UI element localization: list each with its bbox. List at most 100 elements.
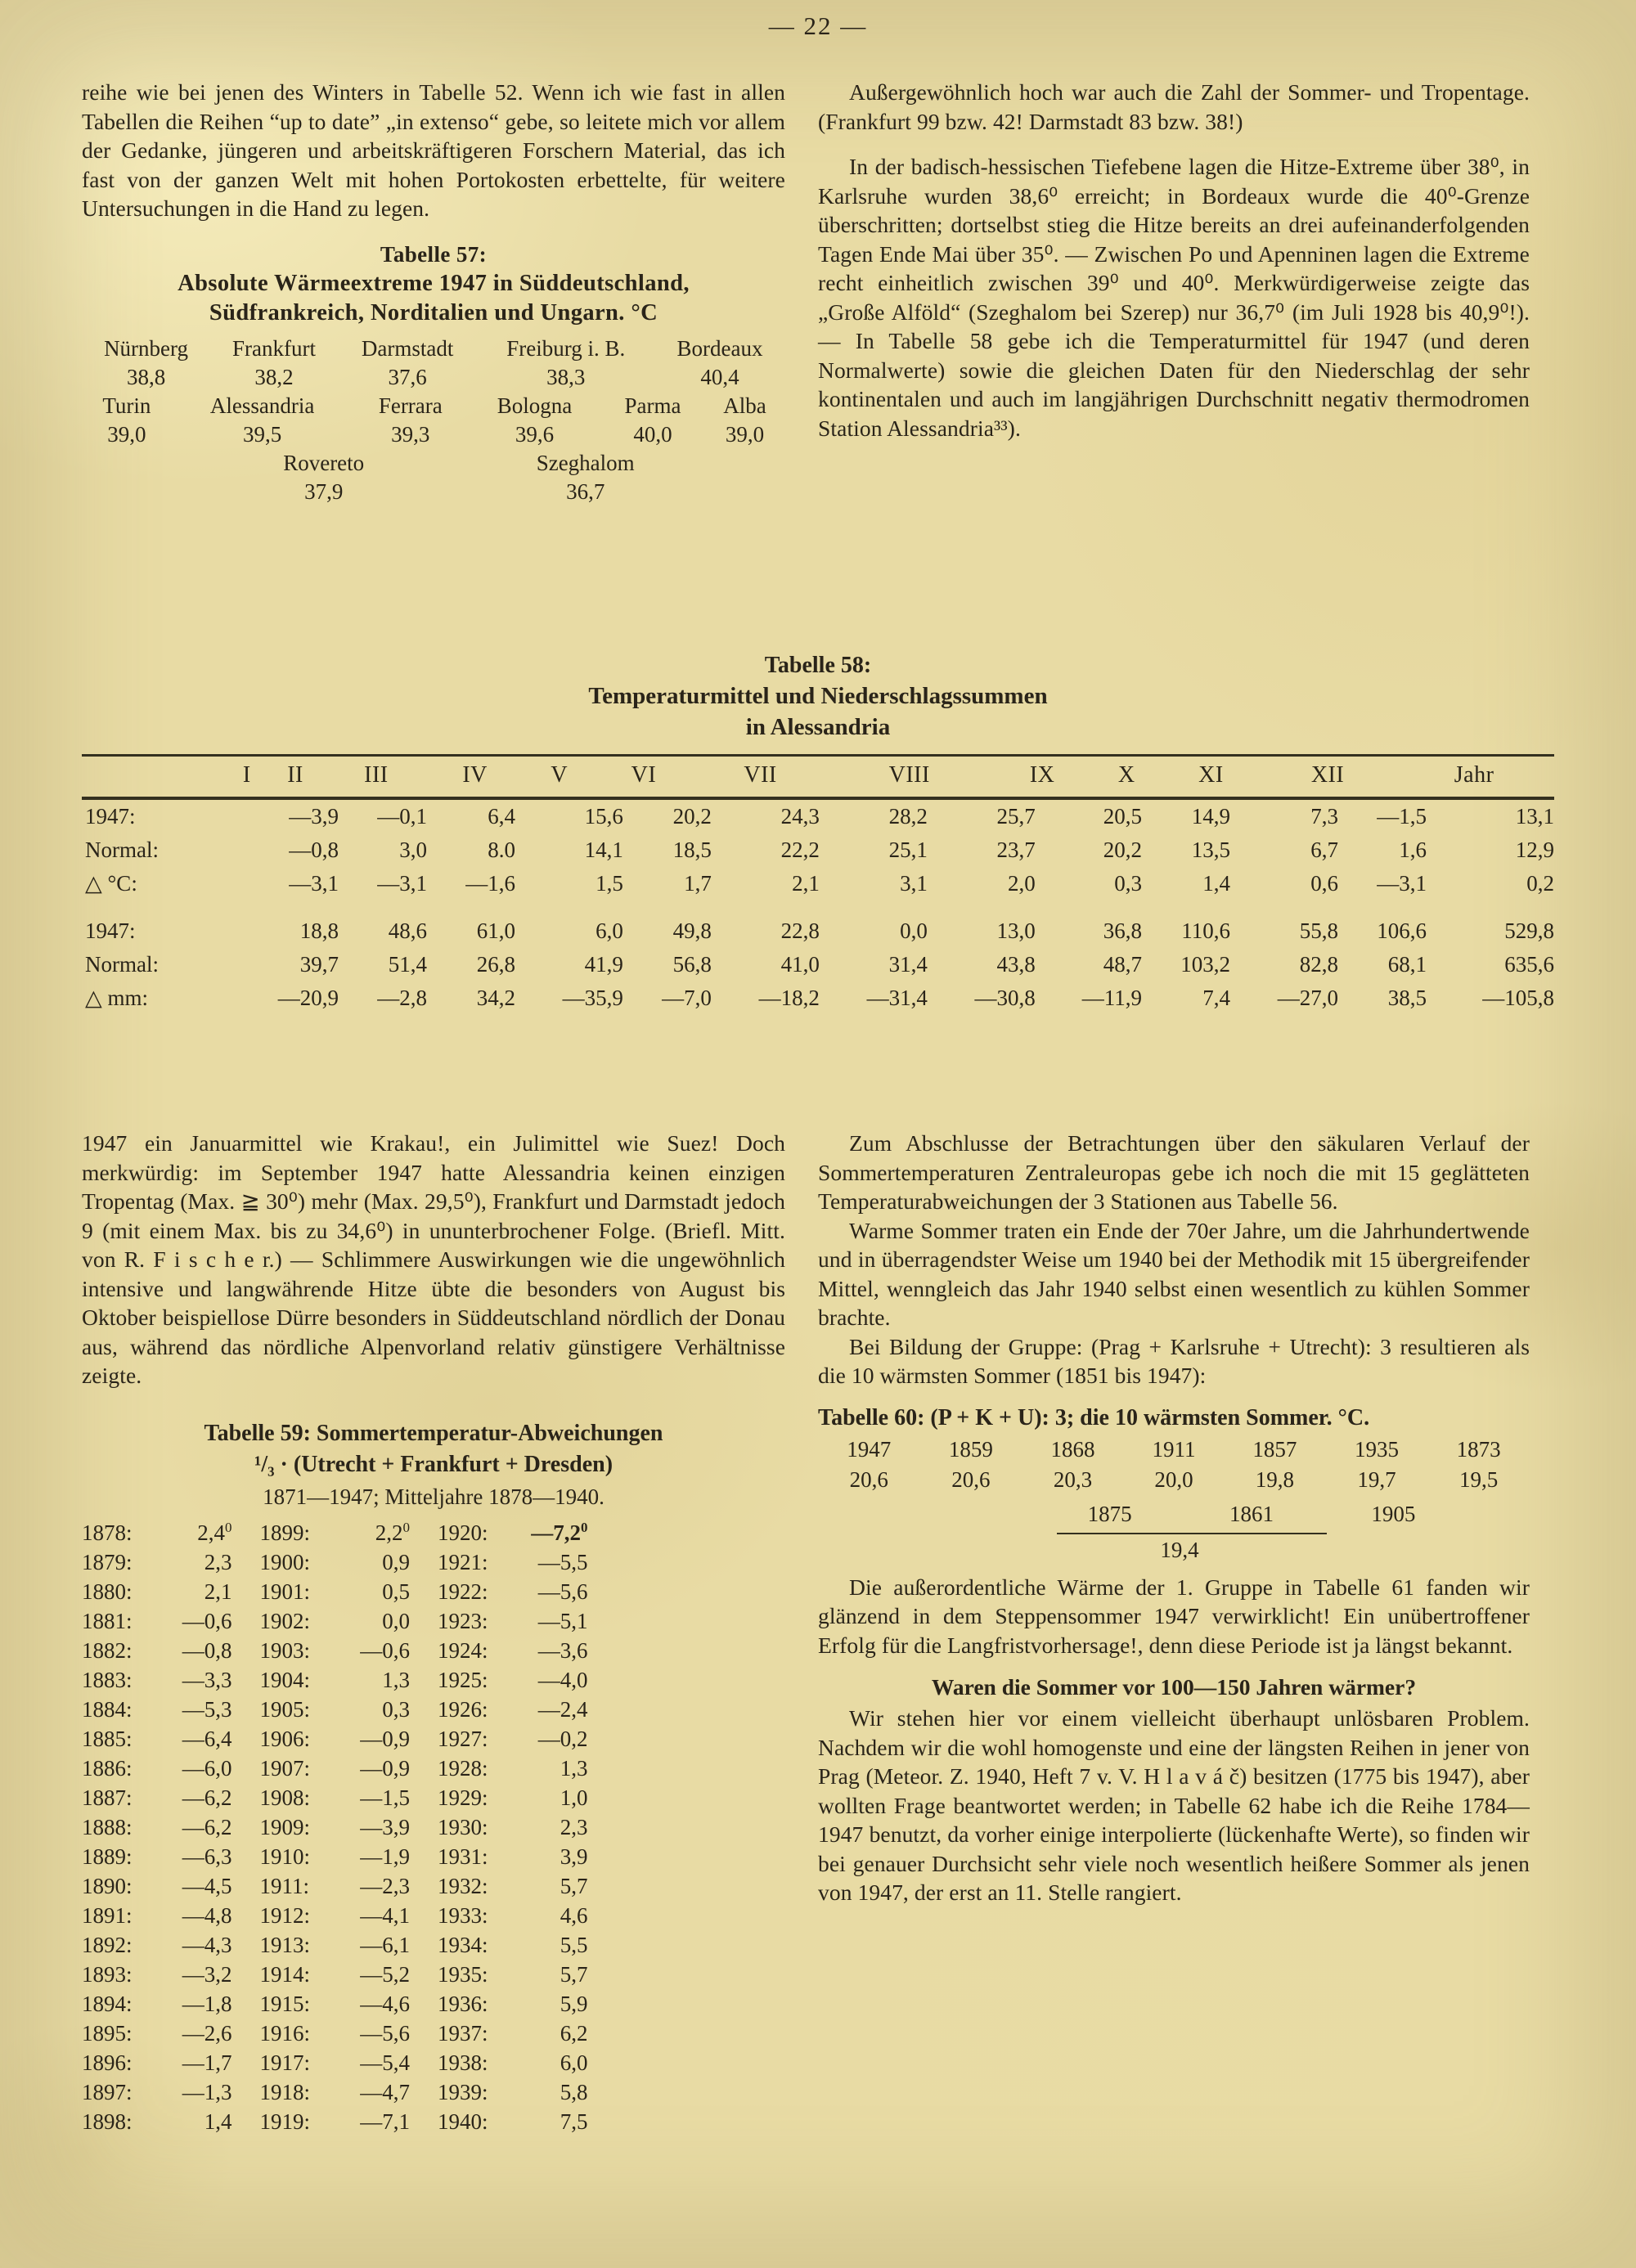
table59-row: 1879: 2,3 bbox=[82, 1548, 232, 1578]
table58-cell: —1,5 bbox=[1377, 804, 1427, 829]
table58-cell: 0,3 bbox=[1114, 871, 1142, 896]
table59-row: 1927: —0,2 bbox=[438, 1725, 588, 1754]
table58-cell: 6,7 bbox=[1310, 838, 1338, 862]
table60-value: 20,6 bbox=[951, 1466, 991, 1492]
table59-year: 1886: bbox=[82, 1756, 133, 1781]
table58-cell: 0,6 bbox=[1310, 871, 1338, 896]
table59-year: 1899: bbox=[259, 1520, 311, 1545]
table59-value: 2,1 bbox=[204, 1579, 232, 1604]
table59-value: 5,8 bbox=[560, 2080, 588, 2104]
table58-col-head: X bbox=[1117, 762, 1135, 788]
table59-row: 1882: —0,8 bbox=[82, 1637, 232, 1666]
table59-value: 0,0 bbox=[382, 1609, 411, 1633]
table60-year: 1857 bbox=[1252, 1436, 1297, 1462]
table58-cell: 0,2 bbox=[1526, 871, 1554, 896]
table59-row: 1898: 1,4 bbox=[82, 2108, 232, 2137]
table58-cell: 48,7 bbox=[1103, 952, 1142, 977]
table57-value: 40,4 bbox=[700, 364, 739, 389]
table58-cell: 18,8 bbox=[299, 918, 339, 943]
table58-cell: 43,8 bbox=[996, 952, 1036, 977]
table57-city: Darmstadt bbox=[361, 335, 454, 361]
table59-row: 1936: 5,9 bbox=[438, 1990, 588, 2019]
table59-year: 1896: bbox=[82, 2050, 133, 2075]
right-paragraph-5: Bei Bildung der Gruppe: (Prag + Karlsruh… bbox=[818, 1333, 1530, 1389]
table59-row: 1901: 0,5 bbox=[260, 1578, 411, 1607]
table59-row: 1910: —1,9 bbox=[260, 1843, 411, 1872]
table58-cell: 110,6 bbox=[1181, 918, 1230, 943]
table59-row: 1893: —3,2 bbox=[82, 1960, 232, 1990]
table59-row: 1920: —7,20 bbox=[438, 1518, 588, 1548]
table57-grid-3: Rovereto Szeghalom 37,9 36,7 bbox=[204, 449, 728, 506]
table58-cell: —20,9 bbox=[277, 986, 339, 1010]
table58-cell: 22,2 bbox=[780, 838, 820, 862]
table58-row: Normal: 39,7 51,4 26,8 41,9 56,8 41,0 31,4 43,8 4… bbox=[82, 948, 1554, 981]
table59-row: 1886: —6,0 bbox=[82, 1754, 232, 1784]
table59-value: —1,8 bbox=[182, 1992, 232, 2016]
table59-value: —3,2 bbox=[182, 1962, 232, 1987]
table57-city: Szeghalom bbox=[536, 450, 635, 475]
table59-value: —4,6 bbox=[360, 1992, 411, 2016]
table57-value: 39,6 bbox=[515, 421, 555, 447]
table59-caption-line2: ¹/₃ · (Utrecht + Frankfurt + Dresden) bbox=[254, 1451, 614, 1477]
table59-year: 1918: bbox=[259, 2080, 311, 2104]
table58-cell: —30,8 bbox=[974, 986, 1036, 1010]
table58-cell: —31,4 bbox=[866, 986, 928, 1010]
table59-row: 1892: —4,3 bbox=[82, 1931, 232, 1960]
table58-cell: 38,5 bbox=[1387, 986, 1427, 1010]
table59-row: 1888: —6,2 bbox=[82, 1813, 232, 1843]
table59-value: 3,9 bbox=[560, 1844, 588, 1869]
table59-row: 1900: 0,9 bbox=[260, 1548, 411, 1578]
table58-cell: 0,0 bbox=[900, 918, 928, 943]
table58-cell: 106,6 bbox=[1377, 918, 1427, 943]
table58-cell: 3,1 bbox=[900, 871, 928, 896]
table59-row: 1885: —6,4 bbox=[82, 1725, 232, 1754]
table58-col-head: I bbox=[242, 762, 251, 788]
table57-header-row-2: Turin Alessandria Ferrara Bologna Parma … bbox=[82, 392, 785, 420]
table59-row: 1908: —1,5 bbox=[260, 1784, 411, 1813]
table59-year: 1895: bbox=[82, 2021, 133, 2046]
table59-year: 1881: bbox=[82, 1609, 133, 1633]
table58-row: △ mm: —20,9 —2,8 34,2 —35,9 —7,0 —18,2 —31,4 —30… bbox=[82, 981, 1554, 1015]
table59-year: 1930: bbox=[438, 1815, 488, 1839]
table59-value: —0,2 bbox=[537, 1727, 588, 1751]
table58-cell: 14,1 bbox=[584, 838, 623, 862]
table59-year: 1928: bbox=[438, 1756, 488, 1781]
table59-year: 1926: bbox=[438, 1697, 488, 1722]
table58-title: Temperaturmittel und Niederschlagssummen bbox=[588, 683, 1048, 709]
table60-year: 1859 bbox=[948, 1436, 993, 1462]
table59-year: 1935: bbox=[438, 1962, 488, 1987]
table59-row: 1926: —2,4 bbox=[438, 1695, 588, 1725]
table59-year: 1921: bbox=[438, 1550, 488, 1574]
table59-year: 1907: bbox=[259, 1756, 311, 1781]
table59-year: 1934: bbox=[438, 1933, 488, 1957]
table59-value: 0,3 bbox=[382, 1697, 411, 1722]
table60-year: 1911 bbox=[1152, 1436, 1196, 1462]
table59-row: 1905: 0,3 bbox=[260, 1695, 411, 1725]
table59-year: 1933: bbox=[438, 1903, 488, 1928]
table59-value: —1,7 bbox=[182, 2050, 232, 2075]
table58-cell: 55,8 bbox=[1299, 918, 1338, 943]
table60-underline bbox=[1057, 1532, 1327, 1534]
table59-year: 1924: bbox=[438, 1638, 488, 1663]
table59-value: —4,0 bbox=[537, 1668, 588, 1692]
table59-row: 1919: —7,1 bbox=[260, 2108, 411, 2137]
table59-year: 1900: bbox=[259, 1550, 311, 1574]
table58-col-head: V bbox=[551, 762, 569, 788]
table60-grid: 1947 1859 1868 1911 1857 1935 1873 20,6 … bbox=[818, 1435, 1530, 1499]
table58-cell: 48,6 bbox=[388, 918, 427, 943]
table58-cell: 529,8 bbox=[1504, 918, 1554, 943]
table59-row: 1917: —5,4 bbox=[260, 2049, 411, 2078]
table58-cell: 2,0 bbox=[1008, 871, 1036, 896]
table59-value: 0,9 bbox=[382, 1550, 411, 1574]
table57-city: Alessandria bbox=[209, 393, 315, 418]
table59-year: 1904: bbox=[259, 1668, 311, 1692]
left-paragraph-1: reihe wie bei jenen des Winters in Tabel… bbox=[82, 79, 785, 221]
table59-value: 1,0 bbox=[560, 1785, 588, 1810]
table59-value: 7,5 bbox=[560, 2109, 588, 2134]
table58-body: 1947: —3,9 —0,1 6,4 15,6 20,2 24,3 28,2 25,7 20,5… bbox=[82, 800, 1554, 1015]
table58-cell: —1,6 bbox=[465, 871, 515, 896]
table58-cell: —0,1 bbox=[377, 804, 427, 829]
table59-row: 1921: —5,5 bbox=[438, 1548, 588, 1578]
table59-year: 1929: bbox=[438, 1785, 488, 1810]
table57-value: 39,3 bbox=[391, 421, 430, 447]
